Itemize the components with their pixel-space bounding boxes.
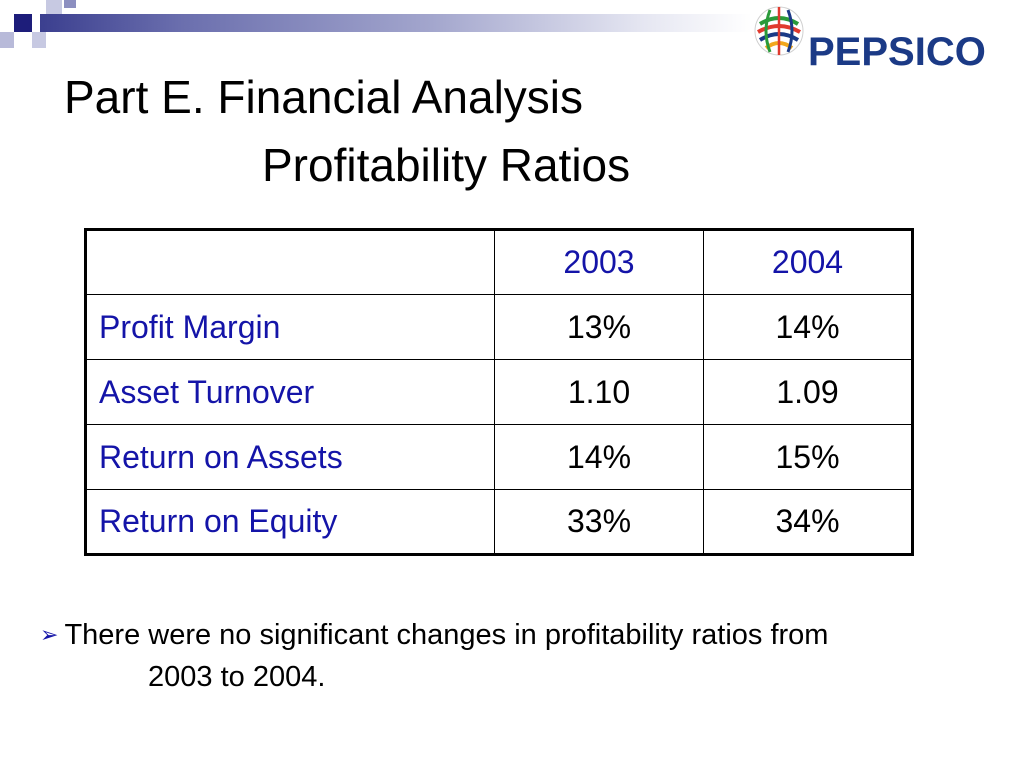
- table-cell: 15%: [703, 424, 913, 490]
- company-logo-text: PEPSICO: [808, 30, 986, 74]
- decorative-square: [64, 0, 76, 8]
- table-cell: 34%: [703, 489, 913, 555]
- pepsico-globe-icon: [754, 6, 804, 56]
- table-cell: 13%: [494, 294, 704, 360]
- table-cell: 33%: [494, 489, 704, 555]
- arrow-bullet-icon: ➢: [40, 622, 59, 647]
- row-label: Asset Turnover: [85, 359, 495, 425]
- table-cell: 1.10: [494, 359, 704, 425]
- table-row: Return on Equity 33% 34%: [85, 489, 913, 555]
- bullet-point: ➢ There were no significant changes in pr…: [40, 614, 1000, 698]
- table-header-cell: [85, 229, 495, 295]
- row-label: Profit Margin: [85, 294, 495, 360]
- table-row: Profit Margin 13% 14%: [85, 294, 913, 360]
- table-cell: 1.09: [703, 359, 913, 425]
- header-gradient-bar: [40, 14, 752, 32]
- profitability-ratios-table: 2003 2004 Profit Margin 13% 14% Asset Tu…: [84, 228, 914, 556]
- table-cell: 14%: [494, 424, 704, 490]
- table-header-cell: 2003: [494, 229, 704, 295]
- table-row: Return on Assets 14% 15%: [85, 424, 913, 490]
- table-header-cell: 2004: [703, 229, 913, 295]
- decorative-square: [14, 14, 32, 32]
- table-cell: 14%: [703, 294, 913, 360]
- row-label: Return on Assets: [85, 424, 495, 490]
- bullet-text-line-1: There were no significant changes in pro…: [64, 619, 829, 651]
- slide-title: Part E. Financial Analysis: [64, 71, 584, 123]
- decorative-square: [32, 32, 46, 48]
- table-header-row: 2003 2004: [85, 229, 913, 295]
- slide-subtitle: Profitability Ratios: [262, 139, 631, 191]
- decorative-square: [0, 32, 14, 48]
- table-row: Asset Turnover 1.10 1.09: [85, 359, 913, 425]
- bullet-text-line-2: 2003 to 2004.: [148, 661, 326, 693]
- row-label: Return on Equity: [85, 489, 495, 555]
- decorative-square: [46, 0, 62, 14]
